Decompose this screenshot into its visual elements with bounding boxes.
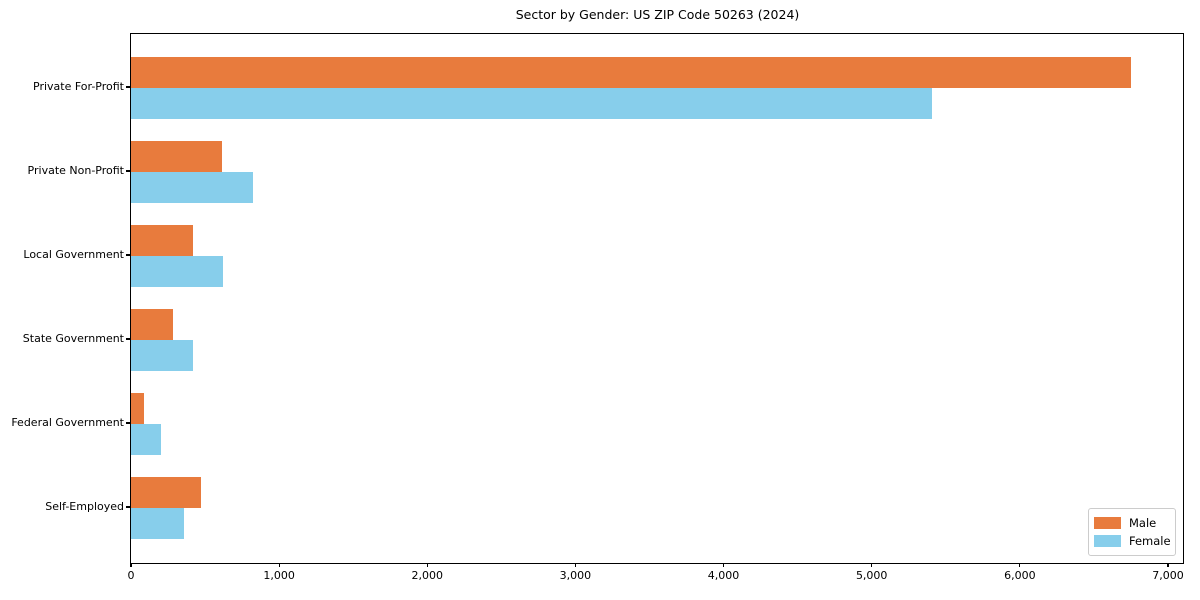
x-tick-label-6000: 6,000 bbox=[1004, 569, 1036, 582]
y-tick-label-local-government: Local Government bbox=[23, 248, 124, 261]
y-tick-mark bbox=[126, 338, 130, 340]
x-tick-mark bbox=[1167, 563, 1169, 567]
x-tick-mark bbox=[426, 563, 428, 567]
y-tick-label-self-employed: Self-Employed bbox=[45, 500, 124, 513]
x-tick-label-2000: 2,000 bbox=[411, 569, 444, 582]
bar-male-private-non-profit bbox=[131, 141, 223, 172]
bar-female-private-for-profit bbox=[131, 88, 933, 119]
x-tick-mark bbox=[722, 563, 725, 567]
legend-swatch-female bbox=[1094, 535, 1121, 547]
y-tick-mark bbox=[126, 422, 130, 424]
x-tick-label-5000: 5,000 bbox=[855, 569, 888, 582]
bar-male-private-for-profit bbox=[131, 57, 1131, 88]
x-tick-label-1000: 1,000 bbox=[263, 569, 295, 582]
x-tick-mark bbox=[1019, 563, 1021, 567]
y-tick-label-private-for-profit: Private For-Profit bbox=[33, 80, 124, 93]
x-tick-mark bbox=[574, 563, 576, 567]
bar-female-state-government bbox=[131, 340, 194, 371]
bar-male-local-government bbox=[131, 225, 194, 256]
x-tick-mark bbox=[278, 563, 280, 567]
y-tick-label-federal-government: Federal Government bbox=[11, 416, 124, 429]
x-tick-label-0: 0 bbox=[127, 569, 135, 582]
legend-row-female: Female bbox=[1094, 532, 1171, 550]
legend-label-male: Male bbox=[1129, 516, 1157, 530]
legend-swatch-male bbox=[1094, 517, 1121, 529]
y-tick-mark bbox=[126, 506, 130, 508]
y-tick-label-private-non-profit: Private Non-Profit bbox=[27, 164, 124, 177]
x-tick-mark bbox=[871, 563, 873, 567]
legend: Male Female bbox=[1088, 508, 1176, 556]
plot-area bbox=[130, 33, 1184, 564]
y-tick-mark bbox=[126, 254, 130, 256]
x-tick-label-7000: 7,000 bbox=[1152, 569, 1184, 582]
bar-female-self-employed bbox=[131, 508, 184, 539]
x-tick-mark bbox=[130, 563, 132, 567]
bar-male-self-employed bbox=[131, 477, 202, 508]
x-tick-label-3000: 3,000 bbox=[559, 569, 592, 582]
y-tick-label-state-government: State Government bbox=[22, 332, 124, 345]
bar-female-local-government bbox=[131, 256, 223, 287]
bar-male-federal-government bbox=[131, 393, 144, 424]
legend-row-male: Male bbox=[1094, 514, 1168, 532]
bar-male-state-government bbox=[131, 309, 173, 340]
legend-label-female: Female bbox=[1129, 534, 1171, 548]
chart-title: Sector by Gender: US ZIP Code 50263 (202… bbox=[515, 7, 800, 22]
bar-female-private-non-profit bbox=[131, 172, 254, 203]
x-tick-label-4000: 4,000 bbox=[707, 569, 740, 582]
y-tick-mark bbox=[126, 170, 130, 172]
bar-female-federal-government bbox=[131, 424, 161, 455]
y-tick-mark bbox=[126, 86, 130, 88]
